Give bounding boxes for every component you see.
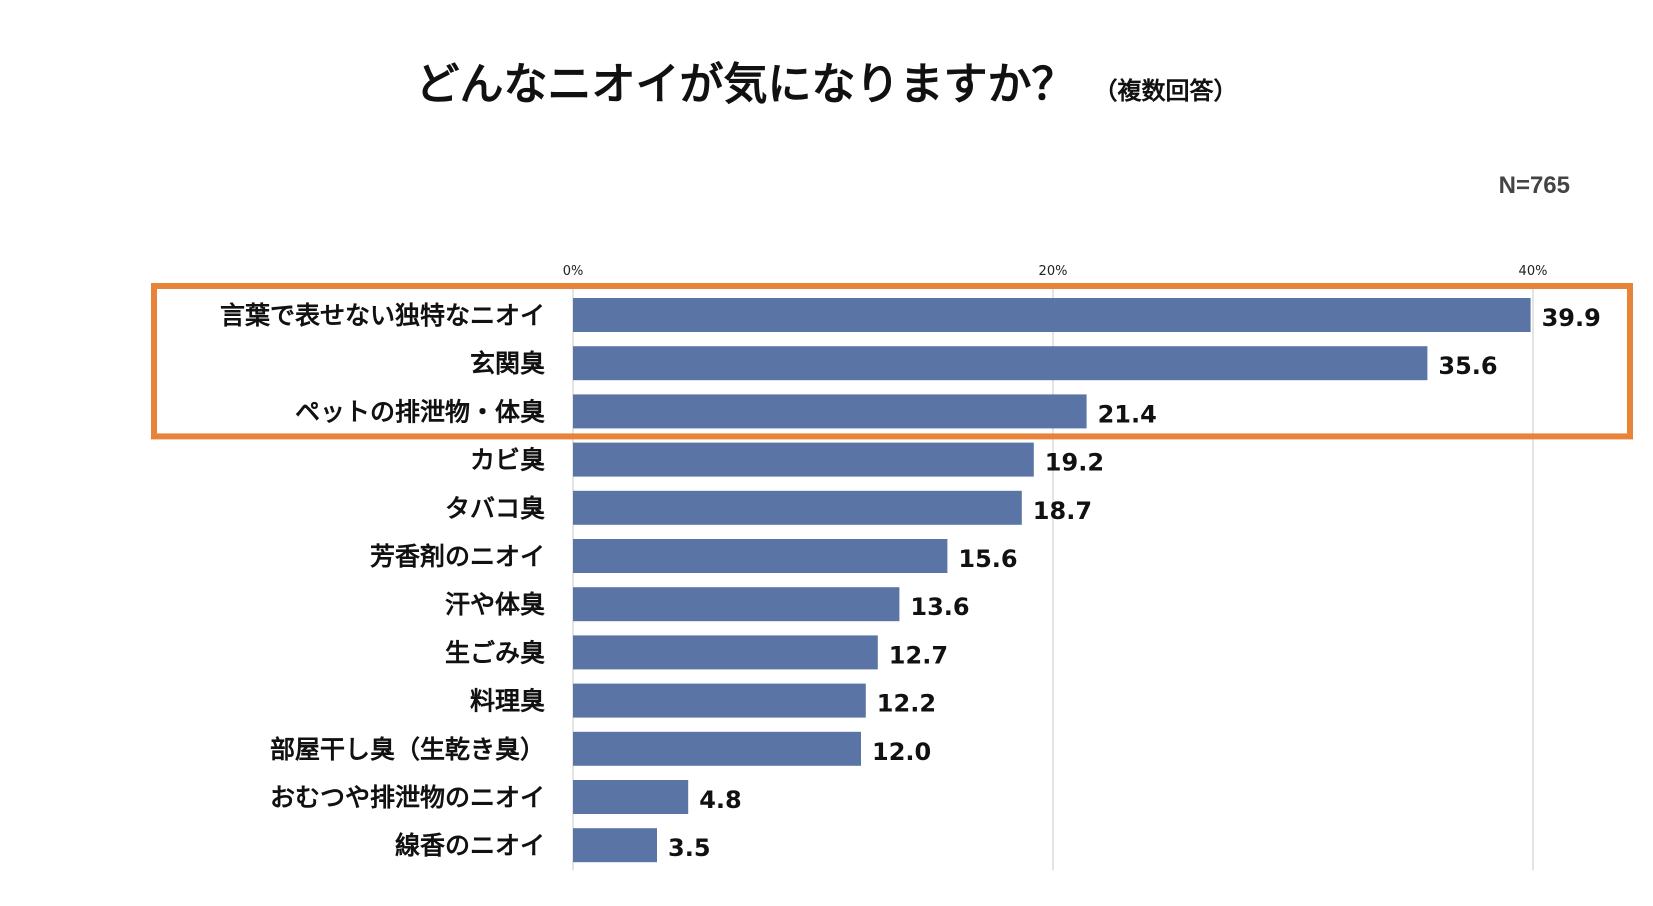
chart-subtitle: （複数回答） [1093,77,1238,105]
value-label: 18.7 [1033,497,1092,525]
x-tick-label: 40% [1519,264,1548,279]
bar [573,298,1531,332]
category-label: 芳香剤のニオイ [370,542,545,571]
value-label: 3.5 [668,834,711,862]
bar [573,442,1034,477]
value-label: 35.6 [1438,352,1497,380]
category-label: 料理臭 [470,687,545,716]
bar [573,587,900,622]
value-label: 12.0 [872,738,931,766]
bar [573,635,878,670]
category-label: カビ臭 [470,446,545,475]
bar [573,490,1022,525]
bar [573,346,1428,381]
category-label: 言葉で表せない独特なニオイ [220,301,545,330]
highlight-box [151,283,1633,440]
bar [573,731,861,766]
value-label: 19.2 [1045,449,1104,477]
category-label: 玄関臭 [470,349,545,378]
bar [573,683,866,718]
category-label: 線香のニオイ [395,831,545,860]
value-label: 15.6 [958,545,1017,573]
value-label: 12.7 [889,641,948,669]
value-label: 21.4 [1098,400,1157,428]
bar [573,780,689,814]
value-label: 4.8 [699,786,742,814]
category-label: 汗や体臭 [445,590,545,619]
bar [573,828,657,863]
x-tick-label: 0% [563,264,584,279]
category-label: 生ごみ臭 [445,638,545,667]
value-label: 39.9 [1542,304,1601,332]
x-tick-label: 20% [1039,264,1068,279]
bar [573,539,948,573]
category-label: 部屋干し臭（生乾き臭） [270,735,545,764]
category-label: おむつや排泄物のニオイ [270,783,545,812]
category-label: ペットの排泄物・体臭 [295,397,545,426]
chart-title: どんなニオイが気になりますか？ [415,59,1076,110]
bar [573,394,1087,429]
sample-size-label: N=765 [1498,172,1570,199]
value-label: 13.6 [910,593,969,621]
chart-title-area: どんなニオイが気になりますか？ （複数回答） [0,48,1653,112]
value-label: 12.2 [877,690,936,718]
category-label: タバコ臭 [445,494,545,523]
